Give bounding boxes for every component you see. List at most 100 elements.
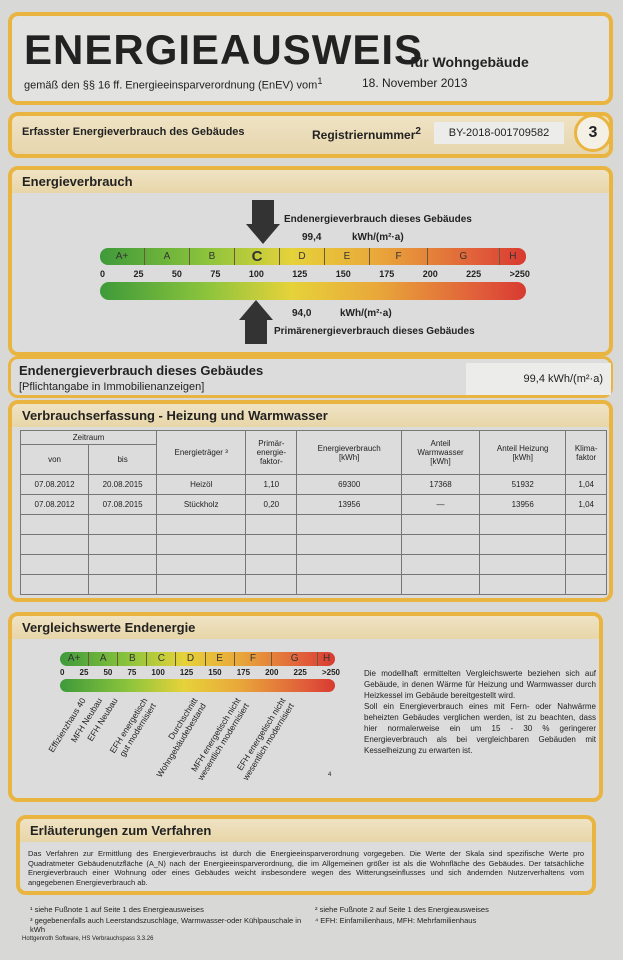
cell: 07.08.2015 — [88, 494, 158, 515]
class-h: H — [322, 653, 331, 664]
table-row-empty — [19, 514, 607, 535]
class-f: F — [235, 652, 273, 666]
tick: 100 — [151, 668, 165, 677]
software-credit: Hottgenroth Software, HS Verbrauchspass … — [22, 936, 154, 942]
reg-number-label: Registriernummer — [312, 128, 416, 142]
arrow-down-icon — [252, 200, 274, 224]
comparison-text-1: Die modellhaft ermittelten Vergleichswer… — [364, 669, 596, 700]
verbrauchserfassung-section: Verbrauchserfassung - Heizung und Warmwa… — [8, 400, 613, 602]
class-c: C — [235, 248, 280, 265]
cell: 20.08.2015 — [88, 474, 158, 495]
endenergie-value: 99,4 kWh/(m²·a) — [466, 363, 611, 395]
table-row-empty — [19, 554, 607, 575]
col-bis: bis — [88, 444, 158, 475]
tick: 25 — [79, 668, 89, 677]
footnote: ² siehe Fußnote 2 auf Seite 1 des Energi… — [315, 905, 489, 914]
class-b: B — [190, 248, 235, 265]
cell: 07.08.2012 — [19, 474, 90, 495]
class-a: A — [145, 248, 190, 265]
tick: 150 — [208, 668, 222, 677]
cell: 1,04 — [565, 474, 607, 495]
header-box: ENERGIEAUSWEIS für Wohngebäude gemäß den… — [8, 12, 613, 105]
footnote: ¹ siehe Fußnote 1 auf Seite 1 des Energi… — [30, 905, 204, 914]
page-subtitle: für Wohngebäude — [410, 54, 529, 70]
arrow-down-head — [246, 224, 280, 244]
vergleichswerte-section: Vergleichswerte Endenergie A+ A B C D E F G H 0 2… — [8, 612, 603, 802]
tick: 0 — [100, 269, 106, 279]
registration-box: Erfasster Energieverbrauch des Gebäudes … — [8, 112, 613, 158]
tick: 75 — [210, 269, 221, 279]
col-warmwasser: Anteil Warmwasser [kWh] — [400, 430, 481, 475]
comparison-gradient — [60, 679, 335, 692]
end-label: Endenergieverbrauch dieses Gebäudes — [284, 214, 472, 225]
tick: 175 — [379, 269, 395, 279]
comparison-ticks: 0 25 50 75 100 125 150 175 200 225 >250 — [60, 668, 340, 677]
footnote: ³ gegebenenfalls auch Leerstandszuschläg… — [30, 916, 302, 934]
class-d: D — [280, 248, 325, 265]
gradient-bar — [100, 282, 526, 300]
cell: Stückholz — [156, 494, 247, 515]
col-von: von — [19, 444, 90, 475]
cell: 0,20 — [245, 494, 298, 515]
class-h: H — [509, 251, 517, 262]
endenergie-note: [Pflichtangabe in Immobilienanzeigen] — [19, 381, 205, 393]
tick: 50 — [171, 269, 182, 279]
cell: 13956 — [296, 494, 402, 515]
table-row: 07.08.2012 07.08.2015 Stückholz 0,20 13956—1… — [19, 494, 607, 515]
col-klima: Klima- faktor — [565, 430, 607, 475]
tick: 125 — [292, 269, 308, 279]
table-row: 07.08.2012 20.08.2015 Heizöl 1,10 69300 17368… — [19, 474, 607, 495]
tick: 150 — [335, 269, 351, 279]
endenergie-box: Endenergieverbrauch dieses Gebäudes [Pfl… — [8, 356, 613, 398]
page-title: ENERGIEAUSWEIS — [24, 26, 424, 73]
class-b: B — [118, 652, 148, 666]
registration-label: Erfasster Energieverbrauch des Gebäudes — [22, 126, 245, 138]
class-e: E — [325, 248, 370, 265]
col-verbrauch: Energieverbrauch [kWh] — [296, 430, 402, 475]
arrow-up-icon — [245, 320, 267, 344]
primary-unit: kWh/(m²·a) — [340, 308, 392, 319]
tick: 0 — [60, 668, 65, 677]
page-number-badge: 3 — [574, 114, 612, 152]
tick: 175 — [236, 668, 251, 677]
class-a: A — [89, 652, 119, 666]
cell: 07.08.2012 — [19, 494, 90, 515]
class-a-plus: A+ — [60, 652, 90, 666]
tick: 200 — [422, 269, 438, 279]
energieverbrauch-section: Energieverbrauch Endenergieverbrauch die… — [8, 166, 613, 356]
table-row-empty — [19, 534, 607, 555]
section-title: Vergleichswerte Endenergie — [12, 616, 599, 639]
cell: — — [400, 494, 481, 515]
comparison-text-2: Soll ein Energieverbrauch eines mit Fern… — [364, 702, 596, 755]
col-faktor: Primär- energie- faktor- — [245, 430, 298, 475]
ref-footnote: 4 — [328, 772, 332, 778]
cell: 1,10 — [245, 474, 298, 495]
class-e: E — [206, 652, 235, 666]
endenergie-title: Endenergieverbrauch dieses Gebäudes — [19, 363, 264, 378]
cell: 13956 — [479, 494, 567, 515]
class-d: D — [176, 652, 206, 666]
tick: 225 — [293, 668, 307, 677]
cell: 17368 — [400, 474, 481, 495]
section-title: Erläuterungen zum Verfahren — [20, 819, 592, 842]
table-row-empty — [19, 574, 607, 595]
footnote-ref: 2 — [415, 126, 421, 137]
section-title: Verbrauchserfassung - Heizung und Warmwa… — [12, 404, 609, 427]
cell: 51932 — [479, 474, 567, 495]
table-header-row: Zeitraum Energieträger ³ Primär- energie- … — [19, 430, 607, 475]
class-g: G — [428, 248, 500, 265]
tick: >250 — [321, 668, 340, 677]
regulation-date: 18. November 2013 — [362, 76, 468, 90]
reg-number: BY-2018-001709582 — [434, 122, 564, 144]
erlaeuterung-text: Das Verfahren zur Ermittlung des Energie… — [28, 849, 584, 887]
scale-ticks: 0 25 50 75 100 125 150 175 200 225 >250 — [100, 269, 530, 279]
tick: >250 — [509, 269, 530, 279]
section-title: Energieverbrauch — [12, 170, 609, 193]
end-unit: kWh/(m²·a) — [352, 232, 404, 243]
cell: 69300 — [296, 474, 402, 495]
col-traeger: Energieträger ³ — [156, 430, 247, 475]
erlaeuterung-section: Erläuterungen zum Verfahren Das Verfahre… — [16, 815, 596, 895]
efficiency-scale: A+ A B C D E F G H — [100, 248, 526, 265]
tick: 50 — [103, 668, 113, 677]
col-heizung: Anteil Heizung [kWh] — [479, 430, 567, 475]
